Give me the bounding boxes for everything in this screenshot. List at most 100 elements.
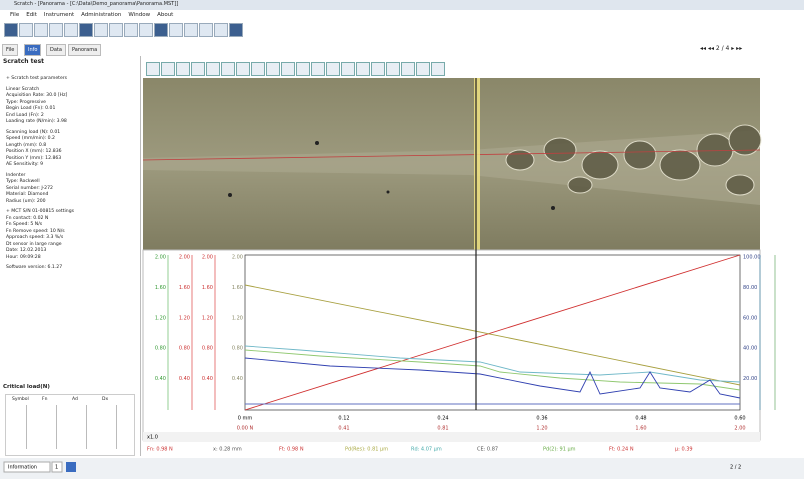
x-tick-top: 0.36 — [536, 416, 547, 422]
y-tick-left: 0.80 — [202, 346, 213, 352]
chart-tool[interactable] — [236, 62, 250, 76]
y-tick-left: 1.20 — [202, 315, 213, 321]
status-tab-label: Information — [8, 465, 37, 471]
pager-arrows[interactable]: ◂◂ ◂◂ — [700, 45, 716, 52]
curve-ae — [244, 357, 741, 399]
legend-item: Ft: 0.24 N — [609, 447, 634, 453]
status-tab[interactable] — [3, 461, 51, 473]
parameter: AE Sensitivity: 9 — [6, 162, 44, 167]
chart-tool[interactable] — [176, 62, 190, 76]
chart-tool[interactable] — [296, 62, 310, 76]
chart-tool[interactable] — [401, 62, 415, 76]
toolbar-button[interactable] — [229, 23, 243, 37]
column-header: Dx — [102, 397, 109, 402]
parameter: Software version: 6.1.27 — [6, 265, 63, 270]
chart-tool[interactable] — [146, 62, 160, 76]
page-button[interactable] — [51, 461, 63, 473]
toolbar-button[interactable] — [19, 23, 33, 37]
x-tick-bottom: 1.60 — [635, 426, 646, 432]
toolbar-button[interactable] — [4, 23, 18, 37]
menu-item[interactable]: About — [157, 12, 174, 18]
parameter: Type: Progressive — [6, 99, 46, 105]
column-header: Symbol — [12, 397, 29, 402]
chart-tool[interactable] — [431, 62, 445, 76]
status-bar — [0, 458, 804, 479]
chart-tool[interactable] — [341, 62, 355, 76]
y-tick-left: 0.40 — [232, 376, 243, 382]
parameter: + Scratch test parameters — [6, 76, 68, 81]
parameter: Fn Speed: 5 N/s — [6, 222, 43, 227]
x-tick-bottom: 2.00 — [734, 426, 745, 432]
legend-item: Fn: 0.98 N — [147, 447, 173, 453]
toolbar-button[interactable] — [124, 23, 138, 37]
menu-item[interactable]: Instrument — [43, 12, 75, 18]
chart-tool[interactable] — [386, 62, 400, 76]
y-tick-left: 0.80 — [179, 346, 190, 352]
column-line — [116, 405, 117, 449]
critical-title: Critical load(N) — [3, 384, 50, 390]
particle — [228, 193, 232, 197]
tab[interactable]: File — [2, 44, 19, 56]
menu-item[interactable]: File — [10, 12, 20, 18]
toolbar-button[interactable] — [79, 23, 93, 37]
legend-item: x: 0.28 mm — [213, 447, 242, 453]
chart-tool[interactable] — [206, 62, 220, 76]
parameter: Speed (mm/min): 0.2 — [6, 136, 55, 141]
chart-tool[interactable] — [251, 62, 265, 76]
parameter: Position X (mm): 12.836 — [6, 149, 62, 154]
y-tick-left: 0.40 — [179, 376, 190, 382]
page-button-active[interactable] — [66, 462, 76, 472]
toolbar-button[interactable] — [184, 23, 198, 37]
pager-next[interactable]: ▸ ▸▸ — [729, 45, 743, 52]
toolbar-button[interactable] — [199, 23, 213, 37]
parameter: Hour: 09:09:28 — [6, 254, 41, 260]
chart-tool[interactable] — [371, 62, 385, 76]
chart-tool[interactable] — [311, 62, 325, 76]
parameter: Acquisition Rate: 30.0 [Hz] — [6, 93, 68, 98]
chart-tool[interactable] — [281, 62, 295, 76]
y-tick-left: 2.00 — [202, 255, 213, 261]
menu-item[interactable]: Edit — [26, 12, 37, 18]
parameter: Date: 12.02.2013 — [6, 248, 47, 253]
title-bar: Scratch - [Panorama - [C:\Data\Demo_pano… — [0, 0, 804, 10]
critical-table: Symbol Fn Ad Dx — [5, 394, 135, 456]
scratch-path — [142, 149, 761, 161]
parameter: Linear Scratch — [6, 86, 40, 92]
tab[interactable]: Data — [46, 44, 66, 56]
parameter: Length (mm): 0.8 — [6, 142, 47, 148]
chart-tool[interactable] — [266, 62, 280, 76]
tab[interactable]: Info — [24, 44, 42, 56]
chart-tool[interactable] — [326, 62, 340, 76]
y-tick-right: 40.00 — [743, 346, 757, 352]
chart-tool[interactable] — [416, 62, 430, 76]
particle — [386, 190, 390, 194]
legend: Fn: 0.98 N x: 0.28 mm Ft: 0.98 N Pd(Res): 0… — [147, 447, 693, 453]
particle — [551, 206, 555, 210]
menu-item[interactable]: Window — [128, 12, 151, 18]
toolbar-button[interactable] — [214, 23, 228, 37]
chart-tool[interactable] — [221, 62, 235, 76]
tab[interactable]: Panorama — [68, 44, 102, 56]
toolbar-button[interactable] — [109, 23, 123, 37]
x-tick-bottom: 0.81 — [437, 426, 448, 432]
chart-tool[interactable] — [356, 62, 370, 76]
x-tick-bottom: 1.20 — [536, 426, 547, 432]
toolbar-button[interactable] — [49, 23, 63, 37]
column-header: Fn — [42, 397, 48, 402]
toolbar-button[interactable] — [34, 23, 48, 37]
parameter: Approach speed: 3.3 %/s — [6, 235, 64, 240]
chart-tool[interactable] — [161, 62, 175, 76]
toolbar-button[interactable] — [154, 23, 168, 37]
y-tick-left: 0.40 — [155, 376, 166, 382]
toolbar-button[interactable] — [169, 23, 183, 37]
tick-labels: 0 mm 0.12 0.24 0.36 0.48 0.60 0.00 N 0.41 0.81 1.… — [155, 255, 761, 432]
toolbar-button[interactable] — [94, 23, 108, 37]
x-tick-bottom: 0.00 N — [237, 426, 254, 432]
zoom-label[interactable]: x1.0 — [147, 435, 158, 441]
pager-top[interactable]: ◂◂ ◂◂ 2 / 4 ▸ ▸▸ — [700, 45, 742, 52]
toolbar-button[interactable] — [139, 23, 153, 37]
menu-item[interactable]: Administration — [81, 12, 122, 18]
toolbar-button[interactable] — [64, 23, 78, 37]
chart-tool[interactable] — [191, 62, 205, 76]
legend-item: Pd(2): 91 µm — [543, 447, 576, 453]
